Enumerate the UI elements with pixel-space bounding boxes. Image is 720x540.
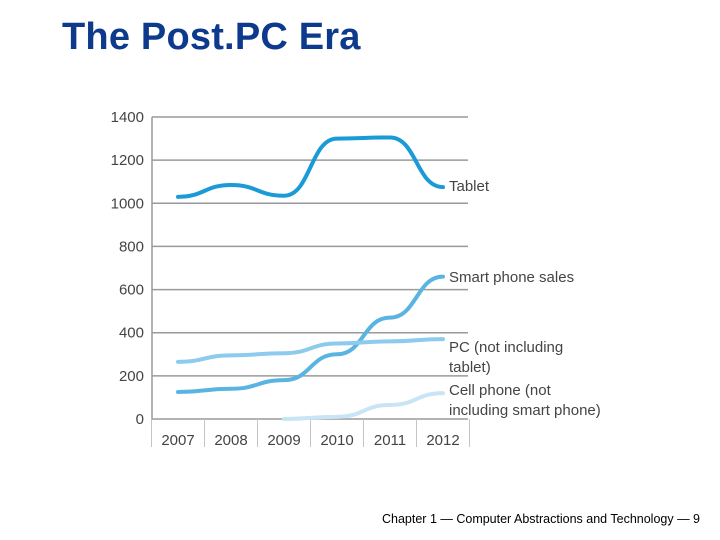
y-tick-label: 400: [119, 325, 144, 342]
y-tick-label: 1400: [111, 109, 144, 126]
axes: 0 200 400 600 800 1000 1200 1400 2007 2008 2009 201…: [111, 109, 470, 449]
series-label: Tablet: [449, 178, 490, 195]
series-label-line: including smart phone): [449, 402, 601, 419]
series-labels: Tablet Smart phone sales PC (not including…: [449, 178, 601, 419]
series-lines: [176, 135, 445, 421]
series-line: [282, 391, 445, 421]
x-tick-label: 2009: [267, 432, 300, 449]
series-line: [176, 337, 445, 364]
series-label-line: Smart phone sales: [449, 269, 574, 286]
grid-lines: [152, 116, 468, 420]
series-line: [176, 135, 445, 199]
x-tick-label: 2008: [214, 432, 247, 449]
y-tick-label: 1200: [111, 152, 144, 169]
y-tick-label: 200: [119, 368, 144, 385]
series-label: PC (not including tablet): [449, 339, 563, 376]
series-line: [176, 274, 445, 395]
series-label: Smart phone sales: [449, 269, 574, 286]
y-tick-label: 800: [119, 238, 144, 255]
x-tick-label: 2011: [374, 432, 406, 449]
slide-title: The Post.PC Era: [62, 16, 361, 58]
series-label: Cell phone (not including smart phone): [449, 382, 601, 419]
series-label-line: PC (not including: [449, 339, 563, 356]
x-tick-label: 2012: [426, 432, 459, 449]
series-label-line: Tablet: [449, 178, 490, 195]
x-tick-label: 2007: [161, 432, 194, 449]
y-tick-label: 600: [119, 282, 144, 299]
y-tick-label: 1000: [111, 195, 144, 212]
series-label-line: Cell phone (not: [449, 382, 552, 399]
x-tick-label: 2010: [320, 432, 353, 449]
slide-footer: Chapter 1 — Computer Abstractions and Te…: [382, 512, 700, 526]
series-label-line: tablet): [449, 359, 491, 376]
y-tick-label: 0: [136, 411, 144, 428]
